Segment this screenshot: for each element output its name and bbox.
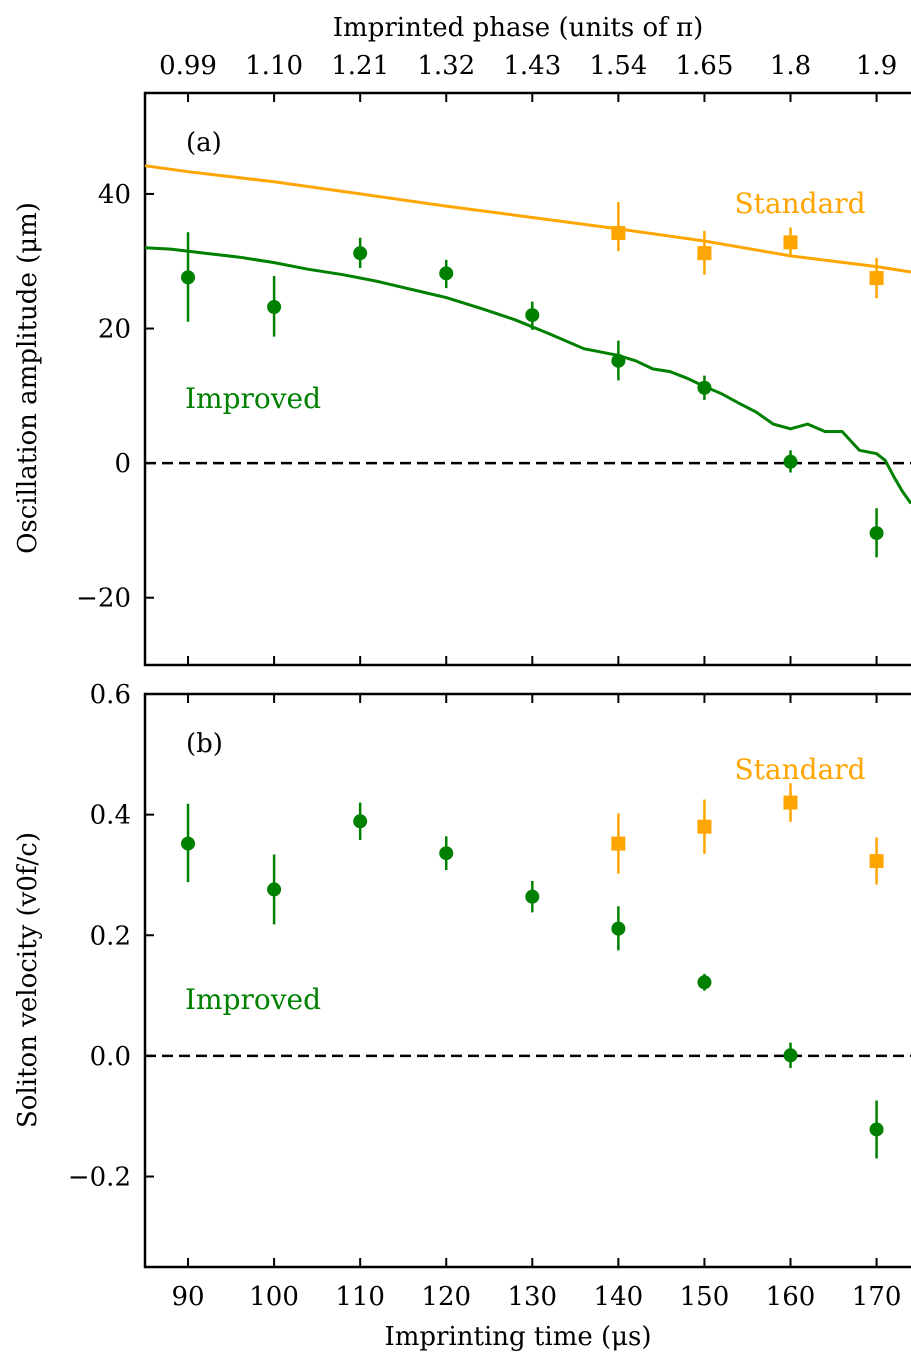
- improved-data-point: [611, 353, 626, 368]
- improved-series-label: Improved: [185, 382, 321, 415]
- improved-data-point: [181, 836, 196, 851]
- x-tick-label: 140: [594, 1282, 644, 1312]
- top-tick-label: 1.32: [417, 51, 475, 81]
- x-tick-label: 120: [421, 1282, 471, 1312]
- top-tick-label: 1.21: [331, 51, 389, 81]
- x-tick-label: 170: [852, 1282, 902, 1312]
- x-tick-label: 160: [766, 1282, 816, 1312]
- improved-data-point: [869, 1122, 884, 1137]
- standard-data-point: [611, 836, 626, 851]
- improved-data-point: [181, 270, 196, 285]
- improved-data-point: [697, 380, 712, 395]
- panel-tag-a: (a): [186, 128, 222, 158]
- standard-data-point: [869, 271, 884, 286]
- improved-data-point: [611, 921, 626, 936]
- y-tick-label: 0: [114, 449, 131, 479]
- standard-data-point: [697, 819, 712, 834]
- improved-data-point: [439, 266, 454, 281]
- y-tick-label: 0.4: [90, 801, 131, 831]
- y-tick-label: 40: [98, 180, 131, 210]
- y-tick-label: 20: [98, 315, 131, 345]
- improved-data-point: [353, 814, 368, 829]
- top-tick-label: 1.54: [589, 51, 647, 81]
- x-tick-label: 100: [249, 1282, 299, 1312]
- improved-data-point: [267, 299, 282, 314]
- improved-data-point: [869, 526, 884, 541]
- top-tick-label: 0.99: [159, 51, 217, 81]
- standard-data-point: [783, 795, 798, 810]
- y-tick-label: 0.2: [90, 921, 131, 951]
- x-tick-label: 150: [680, 1282, 730, 1312]
- top-axis-title: Imprinted phase (units of π): [333, 13, 703, 43]
- plot-frame-panel-a: [143, 91, 911, 667]
- x-tick-label: 110: [335, 1282, 385, 1312]
- improved-data-point: [525, 308, 540, 323]
- standard-series-label: Standard: [734, 187, 865, 220]
- standard-data-point: [697, 246, 712, 261]
- top-tick-label: 1.8: [770, 51, 811, 81]
- y-tick-label: 0.6: [90, 680, 131, 710]
- improved-data-point: [353, 246, 368, 261]
- standard-data-point: [783, 235, 798, 250]
- improved-data-point: [439, 846, 454, 861]
- standard-series-label: Standard: [734, 753, 865, 786]
- improved-series-label: Improved: [185, 983, 321, 1016]
- top-tick-label: 1.9: [856, 51, 897, 81]
- improved-data-point: [783, 454, 798, 469]
- plot-frame-panel-b: [143, 692, 911, 1269]
- y-tick-label: −20: [76, 584, 131, 614]
- standard-data-point: [611, 225, 626, 240]
- top-tick-label: 1.43: [503, 51, 561, 81]
- x-axis-title: Imprinting time (μs): [384, 1322, 651, 1352]
- y-axis-title-panel-a: Oscillation amplitude (μm): [13, 202, 43, 554]
- improved-model-curve: [144, 246, 911, 505]
- y-tick-label: −0.2: [68, 1163, 131, 1193]
- improved-data-point: [697, 975, 712, 990]
- x-tick-label: 130: [507, 1282, 557, 1312]
- panel-tag-b: (b): [186, 729, 223, 759]
- standard-data-point: [869, 854, 884, 869]
- standard-model-curve: [144, 164, 911, 274]
- y-axis-title-panel-b: Soliton velocity (v0f/c): [13, 832, 43, 1128]
- top-tick-label: 1.10: [245, 51, 303, 81]
- improved-data-point: [267, 882, 282, 897]
- improved-data-point: [783, 1048, 798, 1063]
- top-tick-label: 1.65: [675, 51, 733, 81]
- improved-data-point: [525, 889, 540, 904]
- y-tick-label: 0.0: [90, 1042, 131, 1072]
- x-tick-label: 90: [171, 1282, 204, 1312]
